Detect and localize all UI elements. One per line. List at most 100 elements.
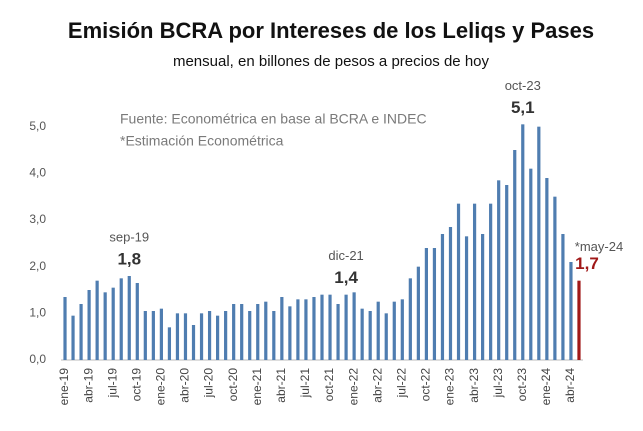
- bar: [127, 276, 131, 360]
- estimate-note: *Estimación Econométrica: [120, 133, 284, 149]
- bar: [424, 248, 428, 360]
- bar: [545, 178, 549, 360]
- period-annotation: *may-24: [575, 239, 623, 254]
- bar: [135, 283, 139, 360]
- bar: [569, 262, 573, 360]
- bar: [199, 313, 204, 360]
- bar: [191, 325, 196, 360]
- bar: [521, 124, 525, 360]
- bar: [151, 311, 155, 360]
- bar: [296, 299, 300, 360]
- bar: [248, 311, 252, 360]
- y-tick-label: 5,0: [29, 119, 46, 133]
- bar: [304, 299, 308, 360]
- bar: [376, 301, 380, 360]
- bar: [537, 126, 541, 361]
- bar: [264, 301, 268, 360]
- x-tick-label: abr-20: [178, 368, 192, 403]
- x-tick-label: ene-21: [250, 368, 264, 406]
- bar: [232, 304, 236, 360]
- bar: [400, 299, 404, 360]
- x-tick-label: abr-24: [563, 368, 577, 403]
- bar: [159, 308, 163, 360]
- y-tick-label: 1,0: [29, 306, 46, 320]
- x-tick-label: ene-22: [346, 368, 360, 406]
- x-tick-label: abr-23: [467, 368, 481, 403]
- bar: [432, 248, 437, 360]
- x-tick-label: ene-23: [443, 368, 457, 406]
- value-label: 1,8: [117, 249, 141, 268]
- bar: [272, 311, 276, 360]
- bar: [328, 294, 332, 360]
- bar: [103, 292, 107, 360]
- x-tick-label: oct-20: [226, 368, 240, 402]
- x-tick-label: ene-20: [154, 368, 168, 406]
- chart-title: Emisión BCRA por Intereses de los Leliqs…: [68, 18, 594, 43]
- bar: [119, 278, 123, 360]
- bar: [553, 196, 557, 360]
- period-annotation: sep-19: [109, 229, 149, 244]
- y-tick-label: 3,0: [29, 212, 46, 226]
- bar: [175, 313, 180, 360]
- bar: [320, 294, 324, 360]
- bar: [384, 313, 388, 360]
- bar: [224, 311, 228, 360]
- period-annotation: dic-21: [328, 248, 363, 263]
- x-tick-label: oct-19: [129, 368, 143, 402]
- x-tick-label: abr-19: [81, 368, 95, 403]
- x-tick-label: oct-21: [322, 368, 336, 402]
- value-label: 5,1: [511, 98, 535, 117]
- bar: [111, 287, 115, 360]
- bar: [360, 308, 364, 360]
- bar: [481, 234, 485, 360]
- bar: [167, 327, 172, 360]
- y-tick-label: 2,0: [29, 259, 46, 273]
- bar: [95, 280, 99, 360]
- value-label: 1,7: [575, 254, 599, 273]
- bar: [577, 280, 581, 360]
- x-tick-label: oct-22: [419, 368, 433, 402]
- bar: [368, 311, 372, 360]
- bar: [240, 304, 244, 360]
- x-tick-label: jul-21: [298, 368, 312, 399]
- x-tick-label: abr-21: [274, 368, 288, 403]
- bar: [464, 236, 469, 360]
- bar: [87, 290, 91, 360]
- bar: [280, 297, 284, 360]
- value-label: 1,4: [334, 268, 358, 287]
- x-tick-label: ene-19: [57, 368, 71, 406]
- x-tick-label: abr-22: [370, 368, 384, 403]
- period-annotation: oct-23: [505, 78, 541, 93]
- bar: [336, 304, 340, 360]
- x-tick-label: jul-20: [202, 368, 216, 399]
- y-tick-label: 4,0: [29, 166, 46, 180]
- x-tick-label: ene-24: [539, 368, 553, 406]
- bar: [489, 203, 493, 360]
- bar: [472, 203, 477, 360]
- bar: [312, 297, 316, 360]
- bar: [392, 301, 396, 360]
- chart-subtitle: mensual, en billones de pesos a precios …: [173, 53, 490, 70]
- bar: [352, 292, 356, 360]
- source-note: Fuente: Econométrica en base al BCRA e I…: [120, 111, 427, 127]
- x-tick-label: jul-19: [105, 368, 119, 399]
- bar: [183, 313, 188, 360]
- bar: [63, 297, 67, 360]
- bar: [529, 168, 533, 360]
- bar: [288, 306, 292, 360]
- bar: [79, 304, 83, 360]
- bar: [416, 266, 420, 360]
- bar: [143, 311, 147, 360]
- bar: [513, 150, 517, 360]
- bar: [440, 234, 445, 360]
- bar: [497, 180, 501, 360]
- bar: [256, 304, 260, 360]
- bar: [71, 315, 75, 360]
- bar: [505, 185, 509, 360]
- bar: [216, 315, 220, 360]
- bar: [207, 311, 212, 360]
- x-tick-label: oct-23: [515, 368, 529, 402]
- bar: [408, 278, 412, 360]
- bar: [561, 234, 565, 360]
